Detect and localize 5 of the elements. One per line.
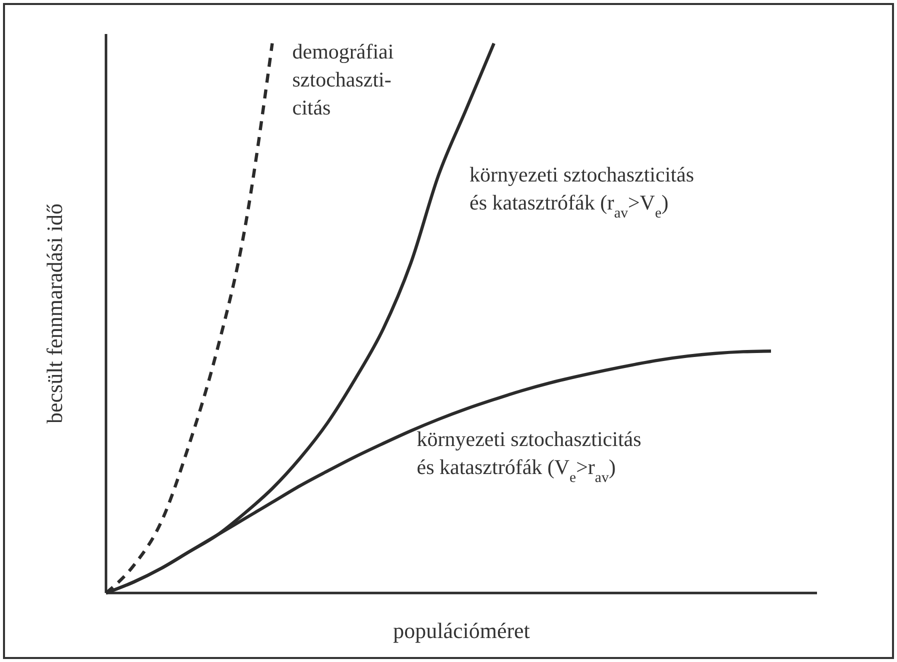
x-axis-title: populációméret [393,618,530,643]
y-axis-title: becsült fennmaradási idő [42,204,67,424]
series-label: környezeti sztochaszticitás és katasztrófák (r$_{av}$>V$_{e}$) [470,162,694,222]
series-label: demográfiai sztochaszti-citás [292,39,394,120]
series-label: környezeti sztochaszticitás és katasztrófák (V$_{e}$>r$_{av}$) [416,426,642,486]
